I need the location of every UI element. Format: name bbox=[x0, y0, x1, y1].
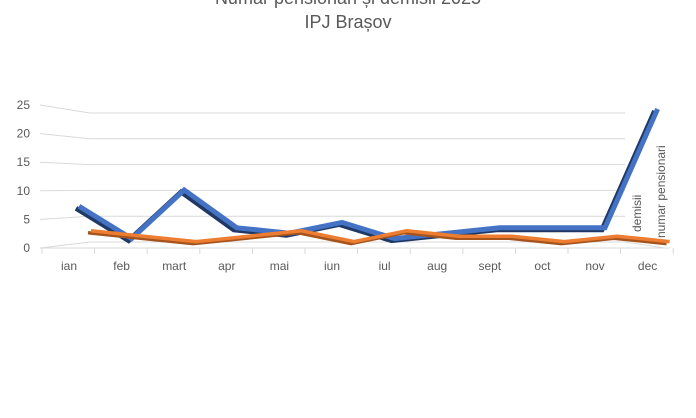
y-tick-label: 10 bbox=[17, 184, 31, 198]
gridline bbox=[39, 241, 625, 249]
x-tick-label: iun bbox=[324, 259, 340, 273]
y-tick-label: 15 bbox=[17, 155, 31, 169]
series-label-numar-pensionari: numar pensionari bbox=[654, 145, 668, 238]
floor-edge bbox=[624, 241, 666, 249]
series-line-side bbox=[74, 109, 657, 244]
gridline bbox=[39, 104, 625, 114]
gridline bbox=[39, 161, 625, 166]
series-label-demisii: demisii bbox=[630, 195, 644, 232]
x-tick-label: iul bbox=[379, 259, 391, 273]
x-tick-label: mai bbox=[270, 259, 289, 273]
x-tick-label: ian bbox=[61, 259, 77, 273]
x-tick-label: oct bbox=[534, 259, 551, 273]
x-tick-label: apr bbox=[218, 259, 235, 273]
series-line-demisii bbox=[90, 229, 670, 244]
y-tick-label: 5 bbox=[23, 212, 30, 226]
x-tick-label: aug bbox=[427, 259, 447, 273]
y-tick-label: 25 bbox=[17, 98, 31, 112]
y-tick-label: 20 bbox=[17, 127, 31, 141]
gridline bbox=[39, 215, 625, 220]
x-tick-label: dec bbox=[638, 259, 657, 273]
chart-subtitle: IPJ Brașov bbox=[304, 12, 392, 32]
gridline bbox=[39, 133, 625, 140]
x-tick-label: feb bbox=[113, 259, 130, 273]
x-tick-label: nov bbox=[585, 259, 604, 273]
series-line-numar-pensionari bbox=[77, 107, 660, 242]
x-tick-label: mart bbox=[162, 259, 187, 273]
x-tick-label: sept bbox=[478, 259, 501, 273]
y-tick-label: 0 bbox=[23, 241, 30, 255]
